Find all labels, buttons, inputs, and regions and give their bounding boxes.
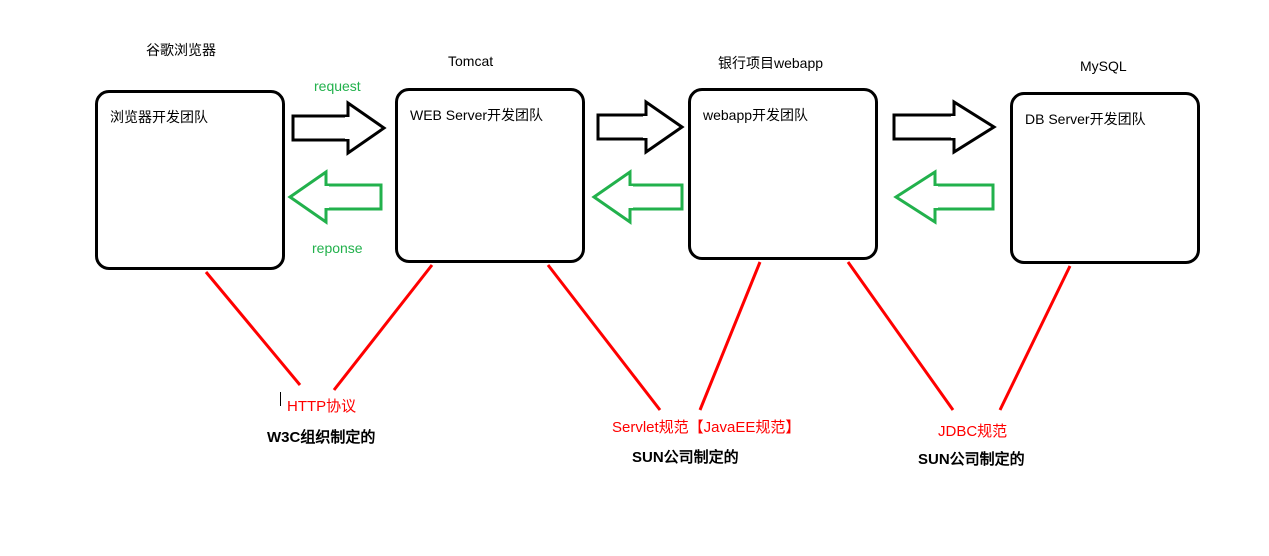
text-cursor-icon (280, 392, 281, 406)
box-browser-label: 浏览器开发团队 (110, 107, 272, 127)
box-mysql: DB Server开发团队 (1010, 92, 1200, 264)
title-tomcat: Tomcat (448, 53, 493, 69)
label-servlet-red: Servlet规范【JavaEE规范】 (612, 416, 800, 437)
vline-5 (848, 262, 953, 410)
vline-4 (700, 262, 760, 410)
arrow-green-3 (896, 172, 993, 222)
box-tomcat-label: WEB Server开发团队 (410, 105, 572, 125)
vline-6 (1000, 266, 1070, 410)
arrow-black-1 (293, 103, 384, 153)
arrow-green-2 (594, 172, 682, 222)
v-lines (206, 262, 1070, 410)
label-response: reponse (312, 240, 363, 256)
label-http-red: HTTP协议 (287, 395, 356, 416)
arrow-green-1 (290, 172, 381, 222)
title-browser: 谷歌浏览器 (146, 40, 216, 60)
label-jdbc-bold: SUN公司制定的 (918, 448, 1025, 469)
box-mysql-label: DB Server开发团队 (1025, 109, 1187, 129)
box-webapp-label: webapp开发团队 (703, 105, 865, 125)
label-jdbc-red: JDBC规范 (938, 420, 1007, 441)
connectors-svg (0, 0, 1269, 556)
vline-2 (334, 265, 432, 390)
box-browser: 浏览器开发团队 (95, 90, 285, 270)
box-webapp: webapp开发团队 (688, 88, 878, 260)
vline-3 (548, 265, 660, 410)
label-servlet-bold: SUN公司制定的 (632, 446, 739, 467)
title-mysql: MySQL (1080, 58, 1127, 74)
box-tomcat: WEB Server开发团队 (395, 88, 585, 263)
title-webapp: 银行项目webapp (718, 53, 823, 73)
vline-1 (206, 272, 300, 385)
label-http-bold: W3C组织制定的 (267, 426, 375, 447)
arrow-black-2 (598, 102, 682, 152)
label-request: request (314, 78, 361, 94)
arrow-black-3 (894, 102, 994, 152)
